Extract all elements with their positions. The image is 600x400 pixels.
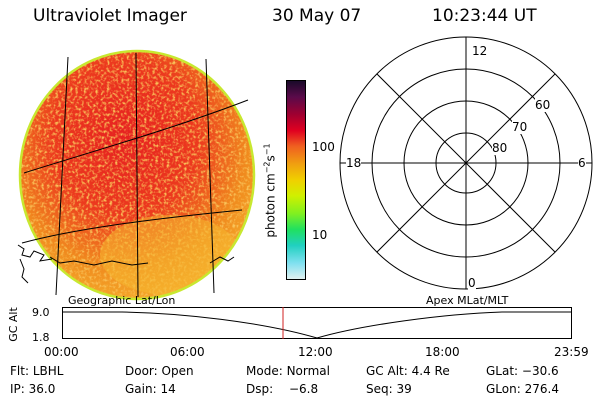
seq-value: 39 [396, 382, 412, 396]
auroral-image [17, 49, 256, 301]
observation-time: 10:23:44 UT [432, 6, 537, 26]
status-mode: Mode: Normal [246, 364, 330, 378]
colorbar-unit-label: photon cm−2s−1 [263, 131, 278, 251]
colorbar-tick-100: 100 [312, 140, 335, 154]
x-tick-0600: 06:00 [170, 345, 205, 359]
ip-value: 36.0 [28, 382, 56, 396]
unit-exp-cm: −2 [262, 161, 272, 174]
status-dsp: Dsp: −6.8 [246, 382, 319, 396]
clock-label-6: 6 [578, 156, 586, 170]
lat-label-80: 80 [492, 141, 508, 155]
unit-photon-cm: photon cm [263, 173, 278, 238]
x-tick-0000: 00:00 [44, 345, 79, 359]
instrument-title: Ultraviolet Imager [33, 6, 187, 26]
geo-coords-label: Geographic Lat/Lon [68, 294, 176, 307]
status-ip: IP: 36.0 [10, 382, 56, 396]
clock-label-18: 18 [346, 156, 362, 170]
flt-value: LBHL [32, 364, 64, 378]
gc-alt-axis-label: GC Alt [6, 307, 20, 342]
coastline [17, 244, 235, 284]
x-tick-2359: 23:59 [554, 345, 589, 359]
gain-value: 14 [160, 382, 176, 396]
observation-date: 30 May 07 [272, 6, 362, 26]
colorbar [286, 80, 306, 280]
dsp-value: −6.8 [288, 382, 319, 396]
lat-lon-grid [21, 52, 249, 298]
clock-label-12: 12 [472, 44, 488, 58]
x-tick-1200: 12:00 [298, 345, 333, 359]
status-gain: Gain: 14 [125, 382, 176, 396]
lat-label-70: 70 [512, 120, 528, 134]
status-door: Door: Open [125, 364, 194, 378]
polar-diagonal-2 [376, 73, 556, 253]
status-flt: Flt: LBHL [10, 364, 64, 378]
gcalt-value: 4.4 Re [411, 364, 450, 378]
y-tick-1.8: 1.8 [32, 331, 50, 344]
apex-coords-label: Apex MLat/MLT [426, 294, 509, 307]
orbit-timeline [62, 307, 572, 339]
status-glat: GLat: −30.6 [486, 364, 559, 378]
colorbar-tick-10: 10 [312, 228, 328, 242]
unit-exp-s: −1 [262, 143, 272, 156]
door-value: Open [161, 364, 194, 378]
lat-label-60: 60 [535, 98, 551, 112]
mode-value: Normal [286, 364, 330, 378]
y-tick-9: 9.0 [32, 306, 50, 319]
glat-value: −30.6 [521, 364, 559, 378]
status-glon: GLon: 276.4 [486, 382, 559, 396]
polar-plot [339, 36, 593, 290]
unit-s: s [263, 155, 278, 162]
status-gcalt: GC Alt: 4.4 Re [366, 364, 450, 378]
status-seq: Seq: 39 [366, 382, 412, 396]
altitude-curve [62, 311, 572, 339]
clock-label-0: 0 [468, 276, 476, 290]
x-tick-1800: 18:00 [425, 345, 460, 359]
glon-value: 276.4 [524, 382, 559, 396]
disk-rim [18, 49, 256, 301]
